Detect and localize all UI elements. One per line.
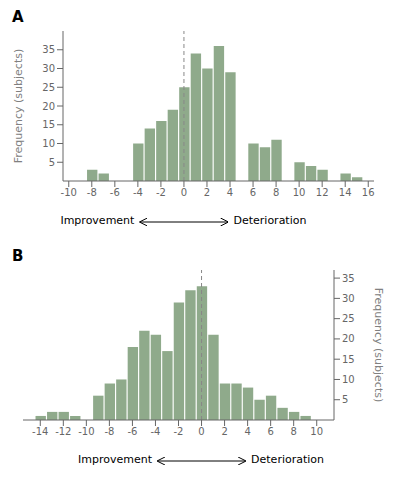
svg-text:6: 6	[250, 187, 256, 198]
svg-text:-10: -10	[61, 187, 77, 198]
svg-text:-14: -14	[32, 426, 48, 437]
svg-text:12: 12	[316, 187, 329, 198]
svg-text:20: 20	[342, 333, 355, 344]
svg-text:Frequency (subjects): Frequency (subjects)	[372, 288, 385, 403]
svg-text:25: 25	[42, 82, 55, 93]
svg-text:-10: -10	[78, 426, 94, 437]
svg-text:4: 4	[244, 426, 250, 437]
svg-text:25: 25	[342, 313, 355, 324]
svg-text:5: 5	[342, 394, 348, 405]
html-text:B: B	[12, 247, 24, 265]
svg-text:10: 10	[293, 187, 306, 198]
svg-text:16: 16	[362, 187, 375, 198]
svg-text:20: 20	[42, 101, 55, 112]
html-text:Improvement: Improvement	[60, 214, 135, 227]
svg-text:-4: -4	[150, 426, 160, 437]
svg-text:10: 10	[310, 426, 323, 437]
html-text:A: A	[12, 8, 24, 26]
svg-text:-6: -6	[110, 187, 120, 198]
svg-text:-12: -12	[55, 426, 71, 437]
svg-text:6: 6	[267, 426, 273, 437]
svg-text:8: 8	[290, 426, 296, 437]
svg-text:5: 5	[49, 157, 55, 168]
html-text:Improvement: Improvement	[78, 453, 152, 466]
svg-text:35: 35	[342, 273, 355, 284]
svg-text:10: 10	[342, 374, 355, 385]
svg-text:4: 4	[227, 187, 233, 198]
svg-text:30: 30	[42, 63, 55, 74]
svg-text:10: 10	[42, 138, 55, 149]
svg-text:-6: -6	[127, 426, 137, 437]
svg-text:8: 8	[273, 187, 279, 198]
svg-text:-2: -2	[174, 426, 184, 437]
svg-text:Frequency (subjects): Frequency (subjects)	[12, 49, 25, 164]
html-text:Deterioration: Deterioration	[233, 214, 307, 227]
svg-text:14: 14	[339, 187, 352, 198]
svg-text:2: 2	[221, 426, 227, 437]
html-text:Deterioration: Deterioration	[251, 453, 324, 466]
svg-text:15: 15	[342, 354, 355, 365]
svg-text:30: 30	[342, 293, 355, 304]
svg-text:0: 0	[181, 187, 187, 198]
svg-text:0: 0	[198, 426, 204, 437]
svg-text:15: 15	[42, 119, 55, 130]
svg-text:-4: -4	[133, 187, 143, 198]
svg-text:2: 2	[204, 187, 210, 198]
svg-text:-8: -8	[87, 187, 97, 198]
svg-text:-8: -8	[104, 426, 114, 437]
svg-text:-2: -2	[156, 187, 166, 198]
svg-text:35: 35	[42, 44, 55, 55]
